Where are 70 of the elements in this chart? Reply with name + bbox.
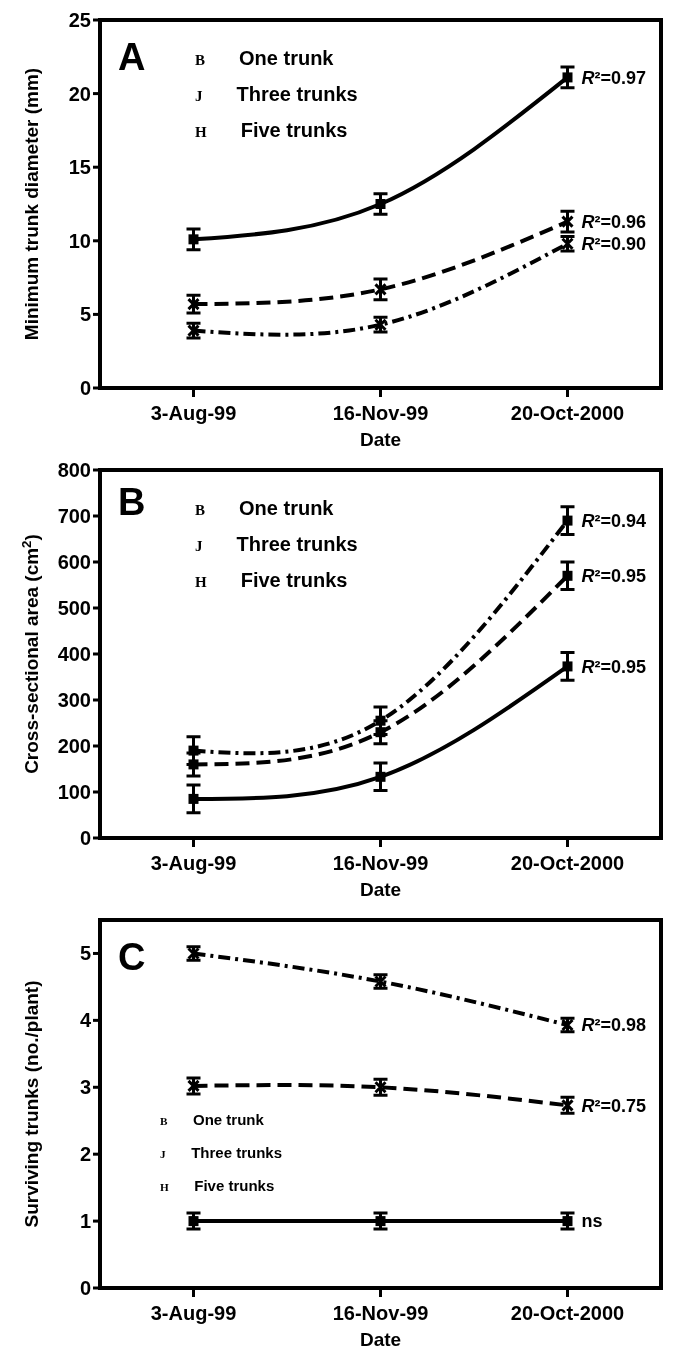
annotation: R²=0.94: [581, 510, 647, 531]
text: B One trunk: [160, 1111, 264, 1128]
x-axis-title: Date: [359, 429, 402, 450]
y-tick-label: 700: [57, 505, 91, 527]
y-tick-label: 0: [79, 377, 91, 399]
point: [188, 759, 199, 770]
text: H Five trunks: [195, 119, 348, 141]
annotation: R²=0.95: [581, 566, 647, 587]
point: [375, 715, 386, 726]
x-tick-label: 3-Aug-99: [150, 852, 237, 874]
x-tick-label: 3-Aug-99: [150, 402, 237, 424]
y-tick-label: 100: [57, 781, 91, 803]
y-tick-label: 0: [79, 827, 91, 849]
x-tick-label: 20-Oct-2000: [510, 1302, 625, 1324]
y-tick-label: 5: [79, 303, 91, 326]
y-tick-label: 800: [57, 459, 91, 481]
y-tick-label: 0: [79, 1277, 91, 1299]
y-tick-label: 20: [68, 82, 91, 105]
point: [562, 515, 573, 526]
x-tick-label: 16-Nov-99: [332, 402, 429, 424]
x-tick-label: 16-Nov-99: [332, 852, 429, 874]
text: J Three trunks: [195, 83, 358, 105]
annotation: R²=0.95: [581, 656, 647, 677]
annotation: ns: [581, 1211, 603, 1232]
annotation: R²=0.90: [581, 234, 647, 255]
y-tick-label: 300: [57, 689, 91, 711]
x-tick-label: 20-Oct-2000: [510, 852, 625, 874]
y-tick-label: 1: [79, 1210, 91, 1233]
y-axis-title: Surviving trunks (no./plant): [21, 980, 42, 1228]
point: [375, 771, 386, 782]
text: H Five trunks: [160, 1177, 275, 1194]
point: [562, 72, 573, 83]
annotation: R²=0.98: [581, 1015, 647, 1036]
chart-title: A: [118, 36, 146, 78]
y-tick-label: 400: [57, 643, 91, 665]
y-tick-label: 2: [79, 1143, 91, 1166]
y-tick-label: 600: [57, 551, 91, 573]
chart-title: B: [118, 481, 146, 523]
y-tick-label: 15: [68, 156, 91, 179]
x-tick-label: 3-Aug-99: [150, 1302, 237, 1324]
text: J Three trunks: [160, 1144, 282, 1161]
y-tick-label: 10: [68, 229, 91, 252]
x-tick-label: 16-Nov-99: [332, 1302, 429, 1324]
point: [374, 282, 387, 296]
text: B One trunk: [195, 497, 334, 519]
y-tick-label: 500: [57, 597, 91, 619]
annotation: R²=0.96: [581, 211, 647, 232]
text: H Five trunks: [195, 569, 348, 591]
point: [188, 793, 199, 804]
y-tick-label: 25: [68, 9, 91, 31]
annotation: R²=0.97: [581, 67, 647, 88]
text: B One trunk: [195, 47, 334, 69]
point: [375, 199, 386, 209]
x-axis-title: Date: [359, 1329, 402, 1350]
point: [561, 215, 574, 229]
chart-title: C: [118, 936, 146, 978]
y-tick-label: 5: [79, 942, 91, 965]
y-axis-title: Minimum trunk diameter (mm): [21, 67, 42, 341]
point: [562, 570, 573, 581]
text: J Three trunks: [195, 533, 358, 555]
point: [375, 727, 386, 738]
point: [188, 745, 199, 756]
point: [188, 234, 199, 245]
y-tick-label: 3: [79, 1076, 91, 1099]
point: [562, 661, 573, 672]
y-tick-label: 4: [79, 1009, 92, 1032]
x-axis-title: Date: [359, 879, 402, 900]
annotation: R²=0.75: [581, 1095, 647, 1116]
x-tick-label: 20-Oct-2000: [510, 402, 625, 424]
y-tick-label: 200: [57, 735, 91, 757]
